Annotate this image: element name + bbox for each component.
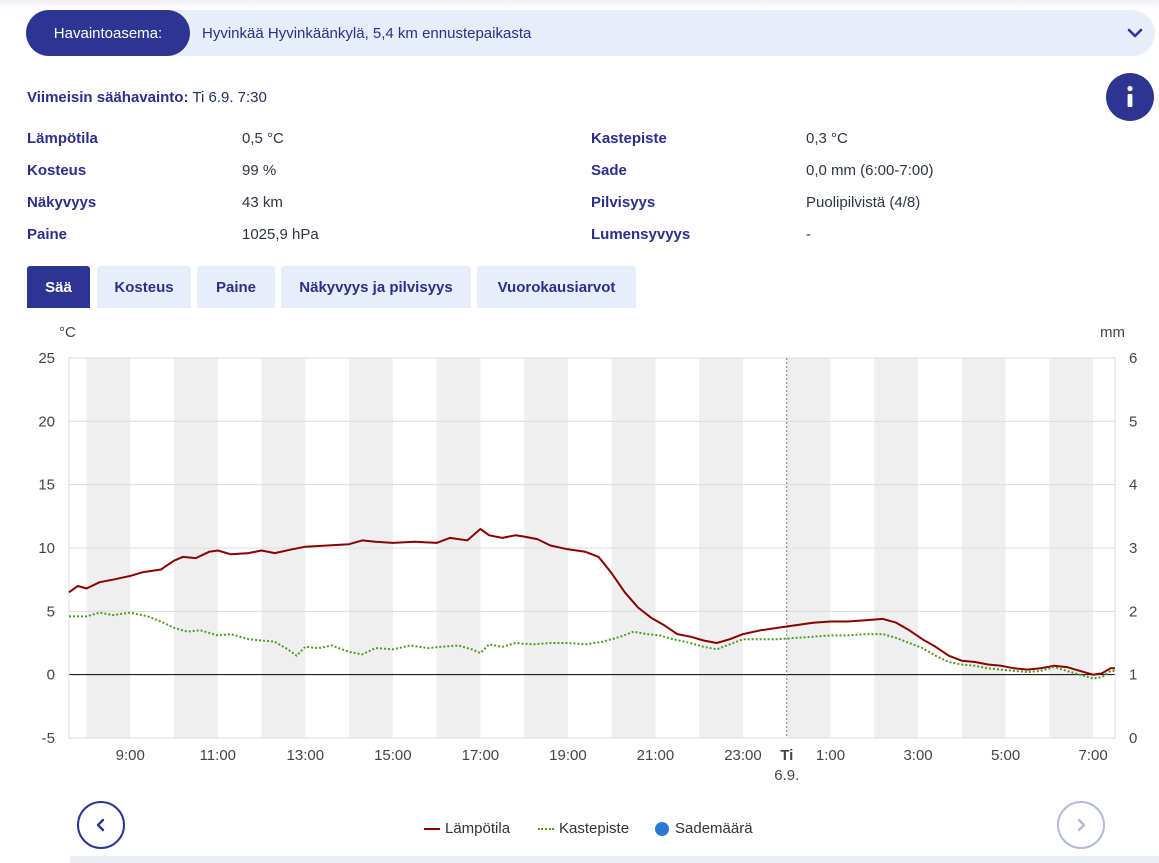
x-tick-label: 11:00 (200, 747, 236, 764)
x-tick-label: 3:00 (903, 747, 932, 764)
x-tick-label: 17:00 (462, 747, 500, 764)
x-tick-label: 15:00 (374, 747, 412, 764)
legend-line-icon (424, 827, 440, 830)
x-tick-label: 1:00 (816, 747, 845, 764)
x-tick-label: 13:00 (287, 747, 325, 764)
legend-item[interactable]: Kastepiste (538, 820, 629, 837)
legend-item[interactable]: Lämpötila (424, 820, 510, 837)
station-selector[interactable]: Havaintoasema: Hyvinkää Hyvinkäänkylä, 5… (26, 10, 1155, 56)
y-tick-label-right: 5 (1129, 413, 1137, 430)
tab-vuorokausiarvot[interactable]: Vuorokausiarvot (477, 266, 636, 308)
legend-dot-icon (655, 821, 669, 836)
legend-label: Sademäärä (675, 820, 753, 837)
y-tick-label-right: 2 (1129, 603, 1137, 620)
y-tick-label-left: 0 (47, 667, 55, 684)
y-tick-label-right: 4 (1129, 477, 1137, 494)
latest-observation: Viimeisin säähavainto: Ti 6.9. 7:30 (27, 89, 267, 106)
legend-item[interactable]: Sademäärä (655, 820, 753, 837)
tab-nakyvyys-ja-pilvisyys[interactable]: Näkyvyys ja pilvisyys (281, 266, 471, 308)
info-icon[interactable] (1106, 73, 1154, 121)
chevron-left-icon[interactable] (77, 801, 125, 849)
x-tick-label: 5:00 (991, 747, 1020, 764)
y-axis-unit-left: °C (59, 324, 76, 341)
y-tick-label-left: 25 (38, 350, 55, 367)
x-tick-label: 9:00 (116, 747, 145, 764)
y-tick-label-left: 5 (47, 603, 55, 620)
x-tick-label: 23:00 (724, 747, 762, 764)
chevron-down-icon[interactable] (1115, 10, 1155, 56)
legend-label: Lämpötila (445, 820, 511, 837)
station-label: Havaintoasema: (26, 10, 190, 56)
tab-paine[interactable]: Paine (197, 266, 275, 308)
latest-observation-label: Viimeisin säähavainto: (27, 89, 189, 106)
y-tick-label-right: 0 (1129, 730, 1137, 747)
y-axis-unit-right: mm (1100, 324, 1125, 341)
legend-line-icon (538, 827, 554, 830)
chevron-right-icon[interactable] (1057, 801, 1105, 849)
latest-observation-time: Ti 6.9. 7:30 (192, 89, 267, 106)
legend-label: Kastepiste (559, 820, 630, 837)
x-tick-sublabel: 6.9. (774, 767, 799, 784)
weather-chart: -5 0 5 10 15 20 25 0 1 2 3 4 5 6 °C mm 9:00 11:00 13:00 15:… (38, 324, 1137, 784)
x-tick-label: 7:00 (1079, 747, 1108, 764)
x-tick-label: Ti (780, 747, 793, 764)
y-tick-label-left: 15 (38, 477, 55, 494)
x-tick-label: 19:00 (549, 747, 587, 764)
series-line-dewpoint (69, 611, 1115, 680)
tab-saa[interactable]: Sää (27, 266, 90, 308)
top-fade (0, 0, 1159, 10)
x-tick-label: 21:00 (637, 747, 675, 764)
y-tick-label-left: 10 (38, 540, 55, 557)
y-tick-label-left: -5 (42, 730, 55, 747)
y-tick-label-left: 20 (38, 413, 55, 430)
bottom-scroll-bar (70, 856, 1159, 863)
station-value[interactable]: Hyvinkää Hyvinkäänkylä, 5,4 km ennustepa… (202, 24, 532, 42)
y-tick-label-right: 3 (1129, 540, 1137, 557)
y-tick-label-right: 1 (1129, 667, 1137, 684)
series-line-temperature (68, 528, 1115, 676)
chart-legend: Lämpötila Kastepiste Sademäärä (0, 820, 1159, 840)
y-tick-label-right: 6 (1129, 350, 1137, 367)
tab-kosteus[interactable]: Kosteus (97, 266, 191, 308)
